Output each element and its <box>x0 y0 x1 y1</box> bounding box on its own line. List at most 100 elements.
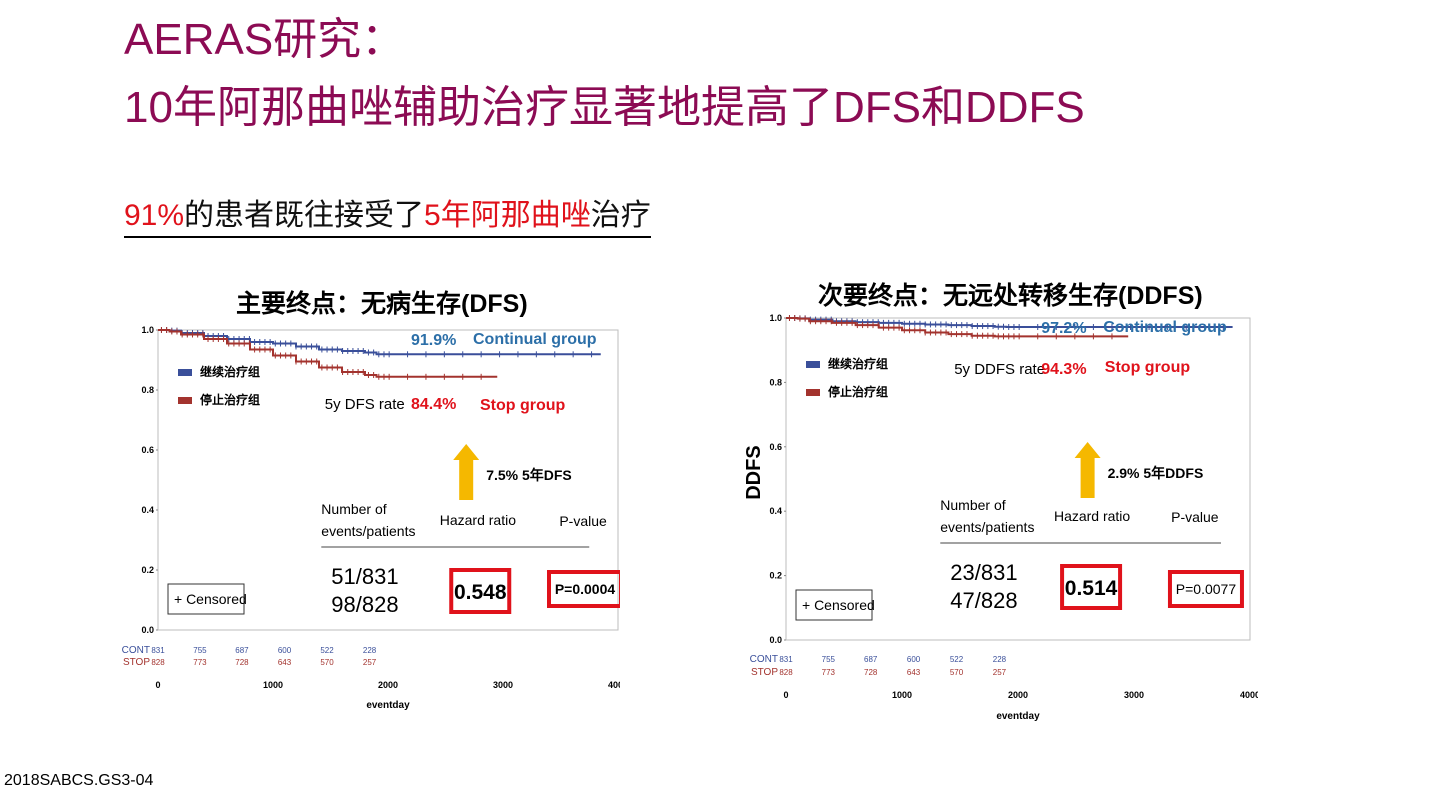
legend-label-continual: 继续治疗组 <box>828 356 888 371</box>
risk-count-cont: 831 <box>151 646 165 655</box>
risk-count-cont: 600 <box>278 646 292 655</box>
footer-citation: 2018SABCS.GS3-04 <box>4 772 154 789</box>
x-tick-label: 0 <box>783 690 788 700</box>
dfs-panel-title: 主要终点：无病生存(DFS) <box>236 290 528 318</box>
legend-swatch-continual <box>178 369 192 376</box>
hr-box <box>1060 564 1123 610</box>
x-tick-label: 3000 <box>493 680 513 690</box>
cont-group-label: Continual group <box>473 331 597 348</box>
legend-swatch-stop <box>178 397 192 404</box>
cont-rate-label: 91.9% <box>411 332 456 349</box>
ddfs-panel-title: 次要终点：无远处转移生存(DDFS) <box>818 282 1203 310</box>
events-stop: 47/828 <box>950 588 1017 613</box>
improvement-arrow-icon <box>453 444 480 500</box>
km-plot-svg: 0.0 0.2 0.4 0.6 0.8 1.0 0 1000 2000 3000 4000 event… <box>122 325 620 711</box>
risk-label-cont: CONT <box>122 645 150 656</box>
col-events-line1: Number of <box>940 497 1005 513</box>
risk-count-cont: 687 <box>864 655 878 664</box>
improvement-label: 2.9% 5年DDFS <box>1108 465 1204 481</box>
y-tick-label: 0.8 <box>141 385 154 395</box>
cont-group-label: Continual group <box>1103 319 1227 336</box>
events-continual: 51/831 <box>331 564 398 589</box>
risk-count-stop: 570 <box>320 658 334 667</box>
col-events-line2: events/patients <box>321 523 415 539</box>
x-tick-label: 4000 <box>1240 690 1258 700</box>
slide-title-line1: AERAS研究： <box>124 15 406 64</box>
improvement-arrow-icon <box>1074 442 1101 498</box>
censored-legend-label: + Censored <box>802 597 875 613</box>
censored-legend-box <box>795 589 873 621</box>
risk-count-stop: 728 <box>864 668 878 677</box>
risk-count-stop: 257 <box>993 668 1007 677</box>
y-tick-label: 0.8 <box>769 377 782 387</box>
plot-frame <box>157 329 619 631</box>
risk-count-cont: 755 <box>193 646 207 655</box>
risk-label-stop: STOP <box>751 667 778 678</box>
y-tick-label: 0.6 <box>769 442 782 452</box>
x-axis-label: eventday <box>996 711 1040 722</box>
risk-count-cont: 228 <box>993 655 1007 664</box>
dfs-chart: 0.0 0.2 0.4 0.6 0.8 1.0 0 1000 2000 3000 4000 event… <box>120 316 620 721</box>
risk-count-stop: 570 <box>950 668 964 677</box>
y-tick-label: 1.0 <box>141 325 154 335</box>
censored-legend-label: + Censored <box>174 591 247 607</box>
col-hr-header: Hazard ratio <box>1054 508 1130 524</box>
y-tick-label: 0.2 <box>769 571 782 581</box>
subtitle-middle: 的患者既往接受了 <box>184 199 425 232</box>
risk-count-cont: 755 <box>822 655 836 664</box>
rate-type-label: 5y DFS rate <box>325 396 405 413</box>
risk-count-stop: 643 <box>907 668 921 677</box>
hazard-ratio-value: 0.514 <box>1065 577 1118 600</box>
legend-swatch-stop <box>806 389 820 396</box>
risk-count-cont: 228 <box>363 646 377 655</box>
risk-count-stop: 828 <box>779 668 793 677</box>
plot-frame <box>785 317 1251 641</box>
legend-label-continual: 继续治疗组 <box>200 364 260 379</box>
risk-count-cont: 600 <box>907 655 921 664</box>
y-tick-label: 0.0 <box>769 635 782 645</box>
stop-rate-label: 94.3% <box>1041 361 1086 378</box>
risk-label-cont: CONT <box>750 654 778 665</box>
slide-title-line2: 10年阿那曲唑辅助治疗显著地提高了DFS和DDFS <box>124 83 1085 132</box>
x-tick-label: 2000 <box>1008 690 1028 700</box>
subtitle: 91%的患者既往接受了5年阿那曲唑治疗 <box>124 196 651 238</box>
risk-count-stop: 257 <box>363 658 377 667</box>
col-hr-header: Hazard ratio <box>440 512 516 528</box>
p-value: P=0.0077 <box>1176 581 1237 597</box>
y-axis-label: DDFS <box>743 445 765 499</box>
hazard-ratio-value: 0.548 <box>454 581 507 604</box>
p-box <box>1167 570 1244 608</box>
p-box <box>547 570 620 608</box>
x-tick-label: 4000 <box>608 680 620 690</box>
rate-type-label: 5y DDFS rate <box>954 361 1045 378</box>
subtitle-percent: 91% <box>124 199 185 232</box>
col-events-line2: events/patients <box>940 519 1034 535</box>
y-tick-label: 0.4 <box>141 505 154 515</box>
risk-count-stop: 643 <box>278 658 292 667</box>
col-p-header: P-value <box>559 513 607 529</box>
x-axis-label: eventday <box>366 700 410 711</box>
col-events-line1: Number of <box>321 501 386 517</box>
x-tick-label: 1000 <box>263 680 283 690</box>
legend-swatch-continual <box>806 361 820 368</box>
y-tick-label: 1.0 <box>769 313 782 323</box>
y-tick-label: 0.0 <box>141 625 154 635</box>
ddfs-chart: 0.0 0.2 0.4 0.6 0.8 1.0 0 1000 2000 3000 4000 event… <box>738 310 1258 730</box>
x-tick-label: 3000 <box>1124 690 1144 700</box>
risk-count-stop: 828 <box>151 658 165 667</box>
risk-count-cont: 522 <box>320 646 334 655</box>
stop-group-label: Stop group <box>1105 359 1191 376</box>
stop-group-label: Stop group <box>480 397 566 414</box>
subtitle-emphasis: 5年阿那曲唑 <box>424 199 591 232</box>
legend-label-stop: 停止治疗组 <box>828 384 888 399</box>
events-stop: 98/828 <box>331 592 398 617</box>
y-tick-label: 0.2 <box>141 565 154 575</box>
x-tick-label: 1000 <box>892 690 912 700</box>
y-tick-label: 0.4 <box>769 506 782 516</box>
stop-rate-label: 84.4% <box>411 396 456 413</box>
cont-rate-label: 97.2% <box>1041 320 1086 337</box>
col-p-header: P-value <box>1171 509 1219 525</box>
events-continual: 23/831 <box>950 560 1017 585</box>
risk-count-cont: 687 <box>235 646 249 655</box>
risk-count-cont: 831 <box>779 655 793 664</box>
